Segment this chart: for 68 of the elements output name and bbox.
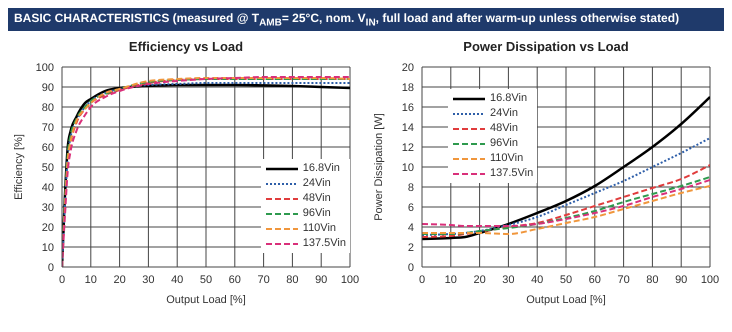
legend-label: 24Vin [302, 176, 331, 192]
y-tick-label: 20 [42, 222, 54, 234]
x-tick-label: 90 [315, 274, 328, 286]
x-axis-title: Output Load [%] [166, 294, 246, 306]
legend-label: 16.8Vin [302, 161, 340, 176]
y-tick-label: 2 [408, 242, 414, 254]
legend-label: 96Vin [490, 136, 518, 152]
legend-label: 48Vin [302, 191, 331, 206]
line-series [422, 185, 710, 236]
y-axis-title: Power Dissipation [W] [372, 114, 385, 222]
x-tick-label: 40 [531, 274, 544, 286]
line-series [422, 179, 710, 228]
y-tick-label: 16 [402, 102, 414, 114]
y-tick-label: 70 [42, 122, 54, 134]
y-tick-label: 50 [42, 162, 54, 174]
y-tick-label: 0 [408, 262, 414, 274]
y-tick-label: 4 [408, 222, 414, 234]
legend-label: 137.5Vin [490, 166, 534, 182]
y-tick-label: 0 [48, 262, 54, 274]
x-tick-label: 10 [444, 274, 457, 286]
x-tick-label: 60 [228, 274, 241, 286]
y-tick-label: 10 [402, 162, 414, 174]
x-tick-label: 100 [340, 274, 360, 286]
x-tick-label: 80 [646, 274, 659, 286]
x-tick-label: 40 [171, 274, 184, 286]
legend-label: 16.8Vin [490, 91, 528, 106]
x-tick-label: 0 [58, 274, 66, 286]
legend-label: 96Vin [302, 206, 331, 222]
chart-title: Efficiency vs Load [128, 39, 244, 56]
y-tick-label: 60 [42, 142, 54, 154]
y-tick-label: 40 [42, 182, 54, 194]
y-tick-label: 6 [408, 202, 414, 214]
y-tick-label: 12 [402, 142, 414, 154]
line-series [422, 164, 710, 238]
x-tick-label: 0 [418, 274, 426, 286]
line-series [422, 176, 710, 236]
y-tick-label: 18 [402, 82, 414, 94]
x-tick-label: 80 [286, 274, 299, 286]
x-tick-label: 50 [200, 274, 212, 286]
legend-label: 48Vin [490, 121, 518, 136]
legend-label: 24Vin [490, 106, 518, 122]
y-tick-label: 8 [408, 182, 414, 194]
line-series [422, 137, 710, 236]
y-tick-label: 20 [402, 62, 414, 74]
x-tick-label: 100 [700, 274, 720, 286]
y-tick-label: 14 [402, 122, 414, 134]
legend-label: 110Vin [302, 221, 336, 236]
x-tick-label: 20 [113, 274, 126, 286]
y-tick-label: 80 [42, 102, 54, 114]
x-tick-label: 60 [588, 274, 601, 286]
x-tick-label: 70 [617, 274, 630, 286]
x-tick-label: 20 [473, 274, 486, 286]
y-tick-label: 10 [42, 242, 54, 254]
x-tick-label: 30 [502, 274, 515, 286]
x-tick-label: 70 [257, 274, 270, 286]
legend-label: 110Vin [490, 151, 524, 166]
x-tick-label: 10 [84, 274, 97, 286]
y-tick-label: 90 [42, 82, 54, 94]
y-tick-label: 100 [36, 62, 54, 74]
text: BASIC CHARACTERISTICS (measured @ T$_{AMB}$= 25°C, nom. V$_{IN}$, full load and after warm-up unless otherwise stated) [8, 8, 724, 32]
x-axis-title: Output Load [%] [526, 294, 606, 306]
y-tick-label: 30 [42, 202, 54, 214]
y-axis-title: Efficiency [%] [12, 134, 25, 200]
x-tick-label: 90 [675, 274, 688, 286]
legend-label: 137.5Vin [302, 236, 346, 252]
chart-title: Power Dissipation vs Load [462, 39, 630, 56]
x-tick-label: 30 [142, 274, 155, 286]
x-tick-label: 50 [560, 274, 572, 286]
